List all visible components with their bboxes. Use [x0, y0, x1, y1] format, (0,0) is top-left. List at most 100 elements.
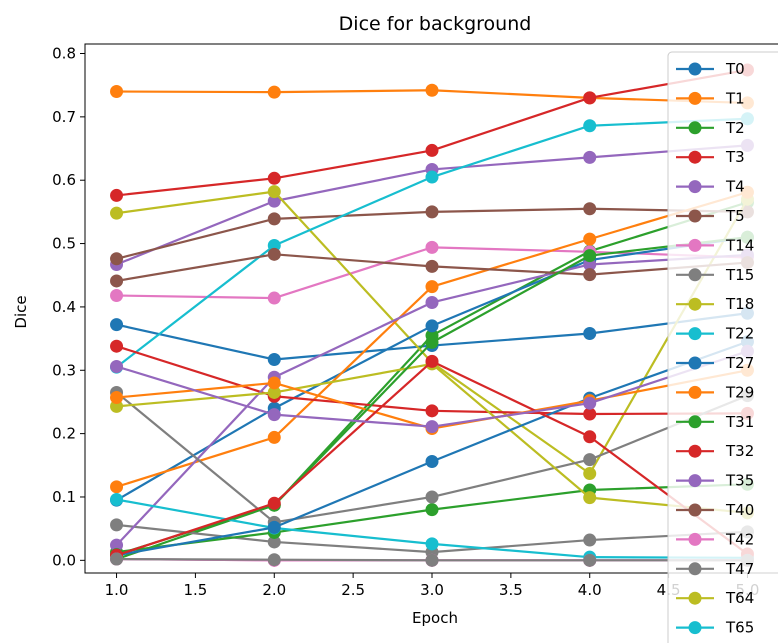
data-point: [583, 396, 597, 410]
legend-entry: T35: [676, 472, 754, 490]
data-point: [110, 289, 124, 303]
legend-marker: [688, 444, 702, 458]
data-point: [267, 376, 281, 390]
legend-marker: [688, 474, 702, 488]
legend-label: T15: [725, 266, 754, 284]
series-t29: [110, 185, 754, 494]
legend-entry: T15: [676, 266, 754, 284]
legend-marker: [688, 91, 702, 105]
data-point: [267, 85, 281, 99]
legend-entry: T65: [676, 619, 754, 637]
legend-marker: [688, 150, 702, 164]
data-point: [110, 518, 124, 532]
legend-marker: [688, 562, 702, 576]
legend-entry: T64: [676, 589, 754, 607]
series-line: [116, 369, 748, 430]
x-tick-label: 2.0: [262, 581, 286, 599]
data-point: [583, 453, 597, 467]
x-tick-label: 1.0: [105, 581, 129, 599]
data-point: [425, 83, 439, 97]
data-point: [267, 496, 281, 510]
data-point: [267, 352, 281, 366]
data-point: [583, 232, 597, 246]
data-point: [583, 467, 597, 481]
data-point: [267, 291, 281, 305]
data-point: [267, 553, 281, 567]
y-tick-label: 0.4: [52, 298, 76, 316]
x-tick-label: 2.5: [341, 581, 365, 599]
legend-entry: T42: [676, 530, 754, 548]
y-tick-label: 0.1: [52, 488, 76, 506]
series-t5: [110, 202, 754, 266]
legend-entry: T4: [676, 178, 745, 196]
x-tick-label: 3.5: [499, 581, 523, 599]
legend-entry: T5: [676, 207, 745, 225]
series-unlabeled-26: [110, 552, 754, 567]
legend-marker: [688, 532, 702, 546]
series-t1: [110, 83, 754, 110]
legend-label: T3: [725, 148, 745, 166]
data-point: [583, 430, 597, 444]
data-point: [425, 170, 439, 184]
legend-marker: [688, 238, 702, 252]
data-point: [267, 430, 281, 444]
x-axis: 1.01.52.02.53.03.54.04.55.0: [105, 573, 759, 599]
data-point: [110, 480, 124, 494]
legend-marker: [688, 62, 702, 76]
legend-marker: [688, 297, 702, 311]
data-point: [425, 553, 439, 567]
legend-entry: T0: [676, 60, 745, 78]
y-tick-label: 0.7: [52, 108, 76, 126]
data-point: [425, 280, 439, 294]
legend-label: T35: [725, 472, 754, 490]
legend-marker: [688, 327, 702, 341]
y-tick-label: 0.5: [52, 235, 76, 253]
legend-label: T4: [725, 178, 745, 196]
data-point: [425, 240, 439, 254]
legend-marker: [688, 356, 702, 370]
legend-box: [667, 51, 778, 643]
data-point: [267, 385, 281, 399]
legend-marker: [688, 180, 702, 194]
data-point: [583, 150, 597, 164]
legend-marker: [688, 591, 702, 605]
y-tick-label: 0.8: [52, 45, 76, 63]
legend-entry: T3: [676, 148, 745, 166]
data-point: [583, 491, 597, 505]
legend-label: T65: [725, 619, 754, 637]
data-point: [583, 249, 597, 263]
data-point: [267, 185, 281, 199]
x-axis-label: Epoch: [412, 609, 458, 627]
legend-label: T29: [725, 383, 754, 401]
data-point: [583, 327, 597, 341]
data-point: [583, 91, 597, 105]
legend-label: T31: [725, 413, 754, 431]
series-layer: [110, 63, 754, 567]
data-point: [583, 533, 597, 547]
data-point: [425, 420, 439, 434]
legend-marker: [688, 268, 702, 282]
data-point: [425, 205, 439, 219]
data-point: [267, 194, 281, 208]
legend-label: T0: [725, 60, 745, 78]
legend-label: T22: [725, 325, 754, 343]
legend-entry: T22: [676, 325, 754, 343]
legend-marker: [688, 503, 702, 517]
legend-label: T18: [725, 295, 754, 313]
data-point: [267, 247, 281, 261]
data-point: [583, 268, 597, 282]
data-point: [425, 295, 439, 309]
chart-title: Dice for background: [339, 13, 532, 35]
data-point: [110, 85, 124, 99]
data-point: [583, 553, 597, 567]
data-point: [583, 119, 597, 133]
data-point: [110, 538, 124, 552]
legend-marker: [688, 621, 702, 635]
data-point: [425, 503, 439, 517]
legend-entry: T14: [676, 236, 754, 254]
legend-label: T2: [725, 119, 745, 137]
x-tick-label: 3.0: [420, 581, 444, 599]
data-point: [110, 318, 124, 332]
data-point: [425, 354, 439, 368]
